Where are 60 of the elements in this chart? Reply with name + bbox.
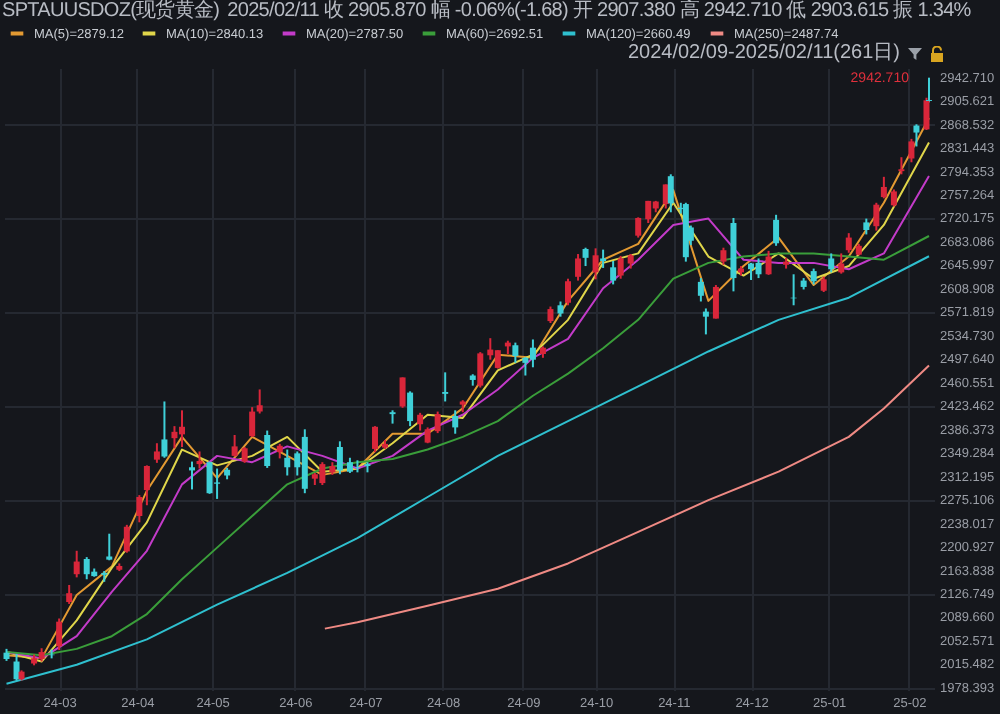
candlestick xyxy=(123,523,130,554)
candlestick xyxy=(442,371,449,403)
candlestick xyxy=(494,349,501,370)
text: 2024/02/09-2025/02/11(261日) xyxy=(627,42,900,64)
candlestick xyxy=(913,123,920,148)
candlestick xyxy=(697,277,704,303)
candlestick xyxy=(880,175,887,200)
candlestick xyxy=(161,400,168,459)
candlestick xyxy=(702,307,709,336)
candlestick xyxy=(575,253,582,282)
candlestick xyxy=(264,429,271,469)
candlestick xyxy=(712,284,719,320)
candlestick xyxy=(284,448,291,477)
candlestick xyxy=(256,388,263,415)
candlestick xyxy=(477,351,484,389)
candlestick xyxy=(610,259,617,286)
candlestick xyxy=(600,248,607,269)
candlestick xyxy=(582,246,589,268)
candlestick xyxy=(828,252,835,274)
candlestick xyxy=(407,390,414,428)
candlestick xyxy=(214,467,221,500)
candlestick xyxy=(73,549,80,579)
candlestick xyxy=(319,461,326,486)
candlestick xyxy=(452,409,459,435)
candlestick xyxy=(153,442,160,464)
candlestick xyxy=(773,213,780,247)
candlestick xyxy=(755,257,762,280)
candlestick xyxy=(206,460,213,495)
candlestick xyxy=(512,341,519,364)
candlestick xyxy=(838,252,845,275)
candlestick xyxy=(189,460,196,491)
line-series xyxy=(323,364,930,630)
candlestick xyxy=(399,376,406,409)
candlestick xyxy=(635,216,642,239)
candlestick xyxy=(336,440,343,476)
candlestick xyxy=(565,277,572,307)
candlestick xyxy=(249,406,256,438)
candlestick xyxy=(178,409,185,449)
candlestick xyxy=(617,254,624,280)
candlestick xyxy=(592,247,599,281)
chart-title: SPTAUUSDOZ(现货黄金) xyxy=(2,0,220,22)
candlestick xyxy=(522,356,529,377)
candlestick xyxy=(354,459,361,474)
candlestick xyxy=(845,232,852,254)
candlestick xyxy=(13,652,20,682)
candlestick xyxy=(765,249,772,276)
candlestick xyxy=(106,532,113,562)
candlestick xyxy=(143,464,150,507)
candlestick xyxy=(873,201,880,232)
candlestick xyxy=(231,434,238,458)
candlestick xyxy=(434,410,441,435)
candlestick xyxy=(66,583,73,605)
candlestick xyxy=(667,173,674,214)
candlestick xyxy=(171,425,178,450)
candlestick xyxy=(372,425,378,454)
candlestick xyxy=(83,556,90,581)
candlestick xyxy=(908,137,915,164)
candlestick xyxy=(56,617,63,652)
candlestick xyxy=(529,338,536,369)
candlestick xyxy=(136,494,143,524)
